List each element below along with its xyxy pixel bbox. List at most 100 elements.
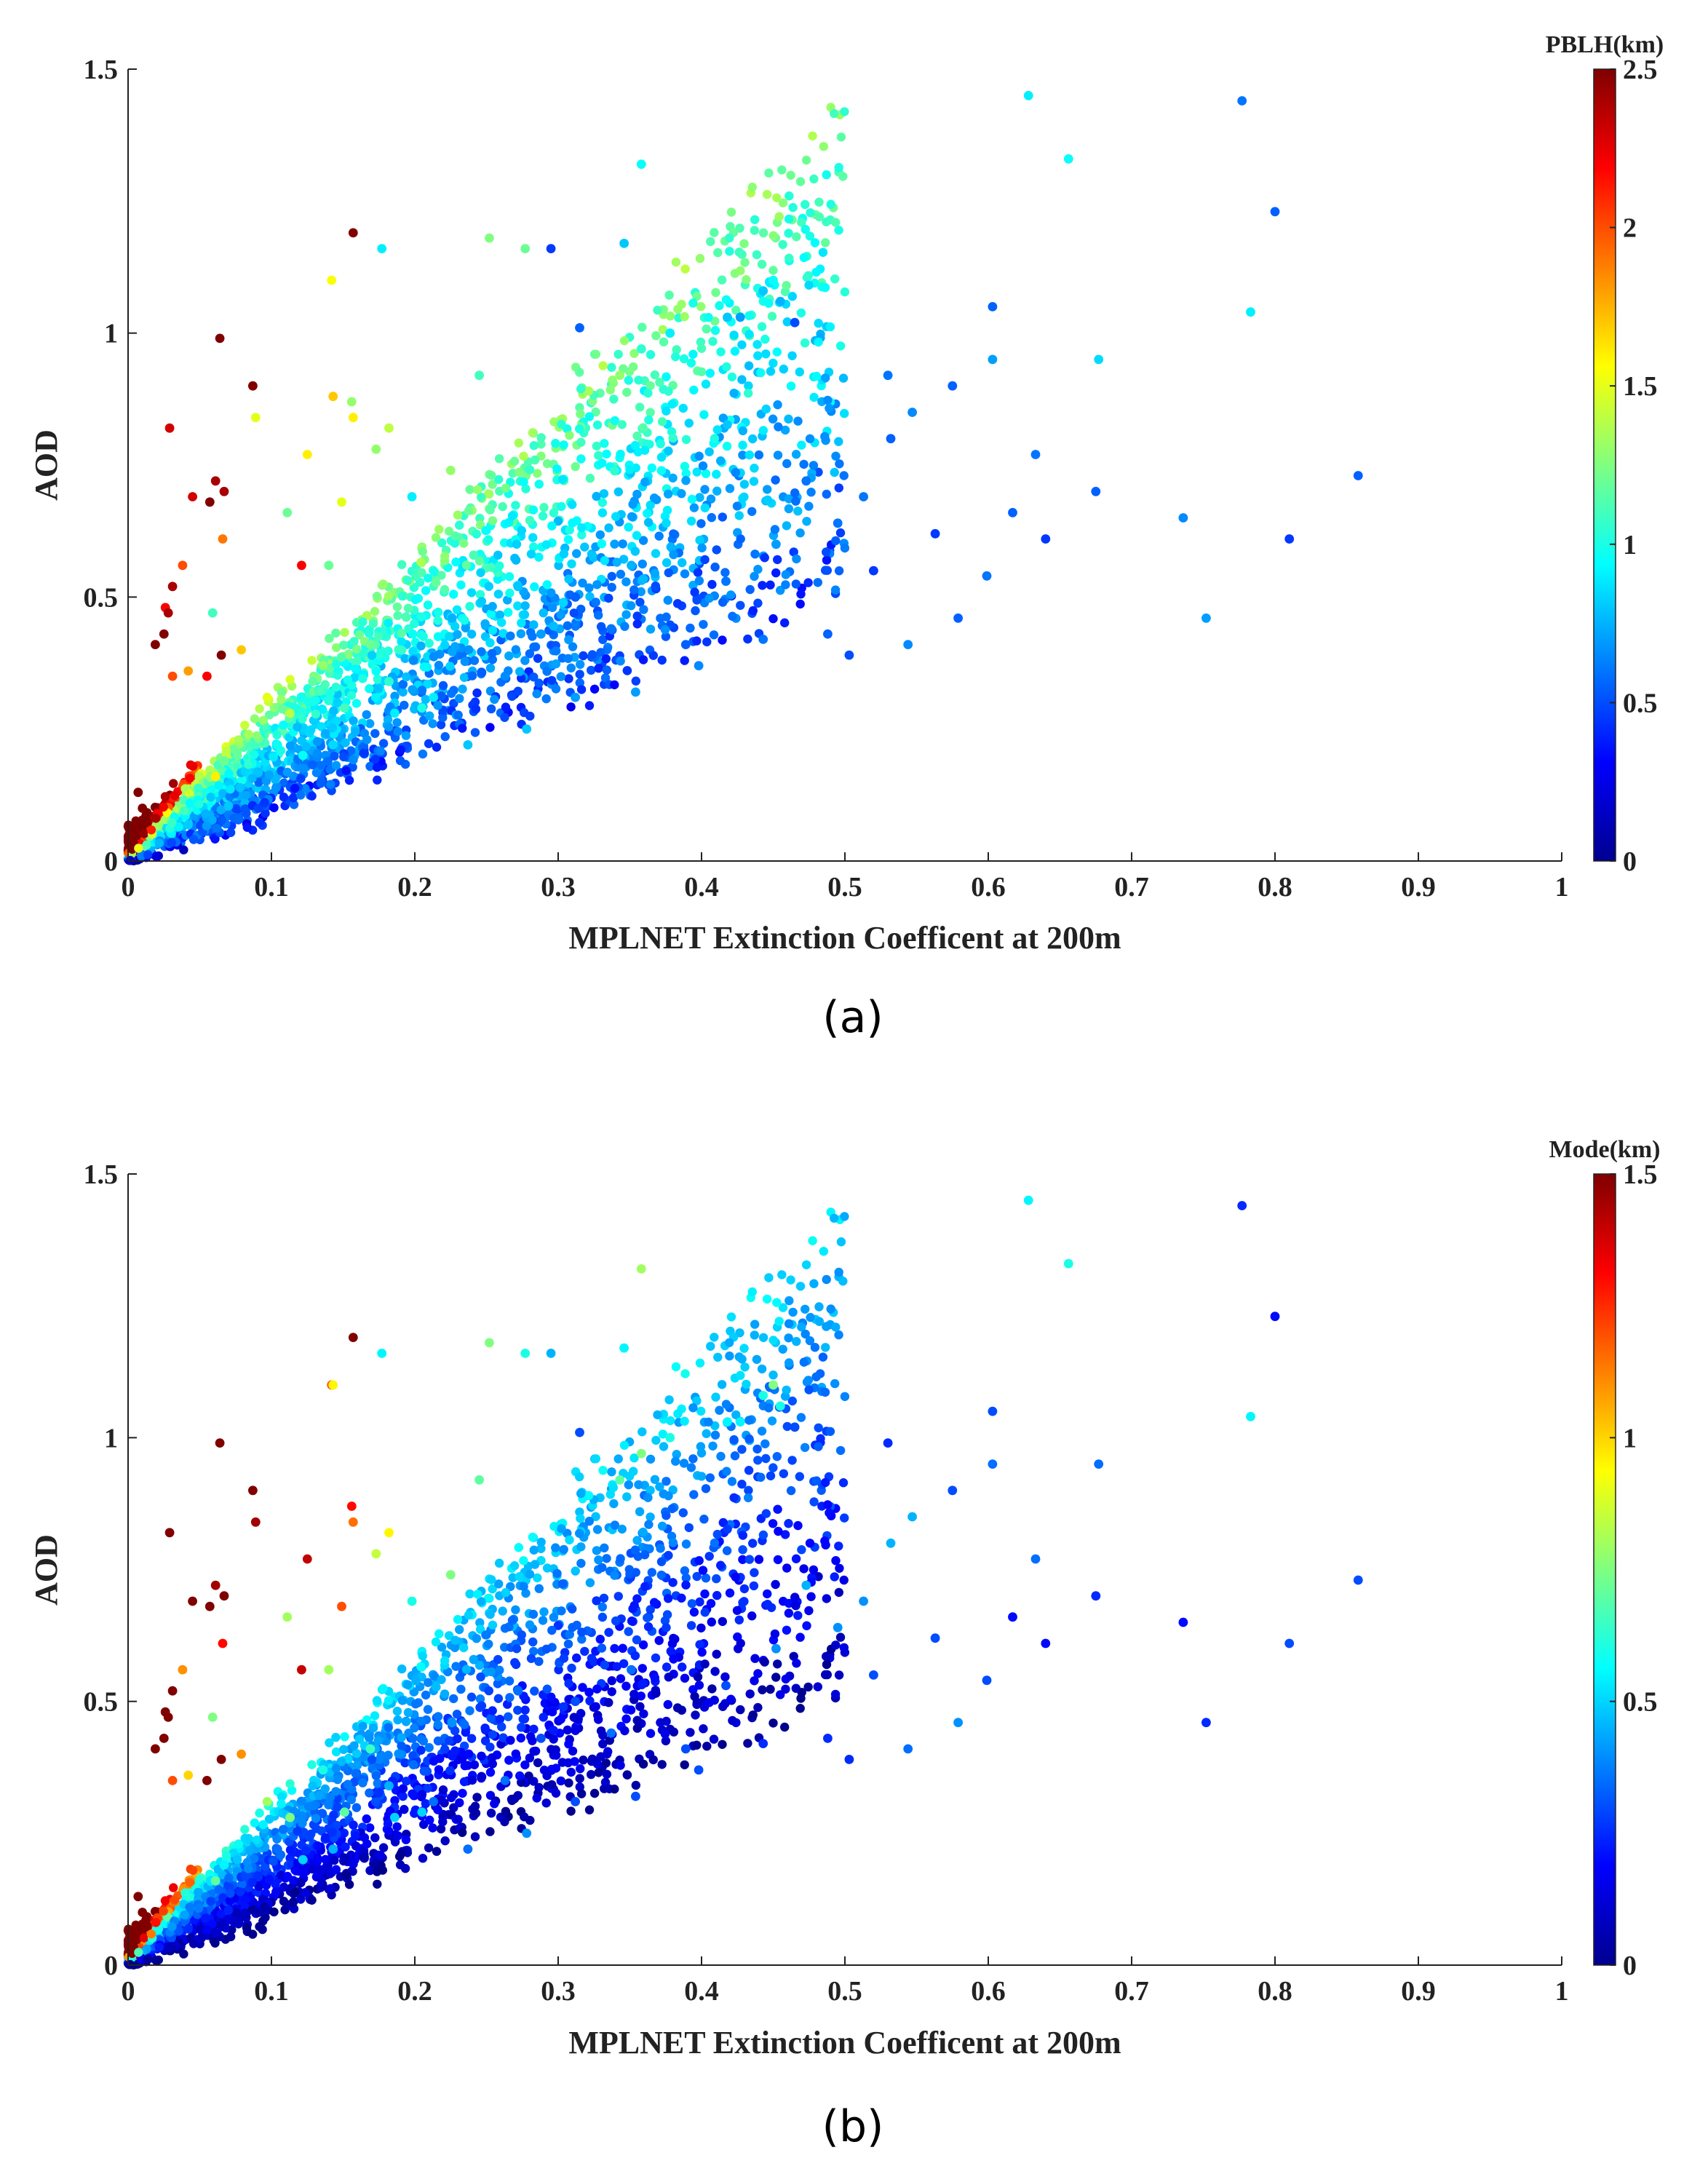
scatter-point <box>224 1873 234 1883</box>
scatter-point <box>708 1441 718 1451</box>
scatter-point <box>745 584 755 595</box>
scatter-point <box>528 1736 537 1745</box>
scatter-point <box>416 1716 426 1726</box>
scatter-point <box>437 538 447 547</box>
scatter-point <box>549 508 559 517</box>
scatter-point <box>802 517 811 526</box>
scatter-point <box>585 1578 595 1587</box>
scatter-point <box>680 1416 689 1426</box>
scatter-point <box>307 656 317 665</box>
scatter-point <box>424 1843 434 1853</box>
scatter-point <box>528 505 539 515</box>
scatter-point <box>461 623 470 632</box>
scatter-point <box>359 742 369 751</box>
scatter-point <box>1008 507 1017 517</box>
scatter-point <box>475 1694 485 1704</box>
scatter-point <box>447 1793 456 1803</box>
scatter-point <box>686 358 696 368</box>
scatter-point <box>549 622 558 631</box>
scatter-point <box>494 1579 504 1589</box>
scatter-point <box>835 528 846 538</box>
scatter-point <box>241 1895 251 1904</box>
scatter-point <box>757 322 767 331</box>
scatter-point <box>440 1689 450 1699</box>
scatter-point <box>577 523 587 533</box>
scatter-point <box>821 1477 830 1488</box>
scatter-point <box>801 1260 811 1270</box>
scatter-point <box>485 638 495 648</box>
scatter-point <box>664 386 673 396</box>
scatter-point <box>758 1333 768 1343</box>
scatter-point <box>542 1771 552 1780</box>
scatter-point <box>392 1822 402 1832</box>
scatter-point <box>768 1718 778 1728</box>
scatter-point <box>403 1707 413 1718</box>
scatter-point <box>883 370 893 381</box>
scatter-point <box>440 1745 450 1754</box>
scatter-point <box>467 671 477 681</box>
scatter-point <box>394 1749 403 1758</box>
scatter-point <box>530 455 540 465</box>
scatter-point <box>650 568 659 578</box>
scatter-point <box>507 1616 517 1625</box>
scatter-point <box>249 750 259 760</box>
scatter-point <box>692 1396 702 1406</box>
scatter-point <box>277 688 287 697</box>
x-tick-label: 0.6 <box>971 872 1006 902</box>
scatter-point <box>297 707 306 716</box>
scatter-point <box>624 376 633 385</box>
scatter-point <box>822 1651 831 1662</box>
scatter-point <box>680 640 691 649</box>
scatter-point <box>474 1660 485 1670</box>
scatter-point <box>694 576 704 586</box>
scatter-point <box>822 1659 832 1670</box>
scatter-point <box>662 558 672 568</box>
scatter-point <box>596 648 605 657</box>
scatter-point <box>450 1643 460 1652</box>
scatter-point <box>729 1493 739 1502</box>
scatter-point <box>461 560 472 570</box>
scatter-point <box>453 630 462 639</box>
scatter-point <box>510 1658 520 1667</box>
scatter-point <box>716 456 726 466</box>
scatter-point <box>351 1749 362 1758</box>
scatter-point <box>1201 613 1211 623</box>
scatter-point <box>820 1387 830 1397</box>
scatter-point <box>760 1657 769 1667</box>
scatter-point <box>325 688 335 698</box>
scatter-point <box>766 1471 776 1481</box>
scatter-point <box>744 330 754 339</box>
scatter-point <box>646 1485 655 1495</box>
scatter-point <box>621 1714 631 1723</box>
scatter-point <box>151 814 161 823</box>
scatter-point <box>584 701 595 710</box>
scatter-point <box>453 1734 462 1744</box>
scatter-point <box>493 1679 503 1689</box>
scatter-point <box>711 287 720 298</box>
scatter-point <box>620 622 629 631</box>
scatter-point <box>317 722 326 731</box>
scatter-point <box>520 1760 530 1770</box>
scatter-point <box>662 1477 671 1486</box>
scatter-point <box>564 674 573 683</box>
scatter-point <box>224 769 234 779</box>
scatter-point <box>801 224 810 234</box>
scatter-point <box>684 418 694 428</box>
scatter-point <box>726 207 736 217</box>
scatter-point <box>486 1809 496 1818</box>
x-tick-label: 0.7 <box>1114 872 1149 902</box>
scatter-point <box>710 228 719 237</box>
scatter-point <box>331 1747 341 1757</box>
scatter-point <box>809 1497 819 1507</box>
scatter-point <box>768 1519 778 1528</box>
scatter-point <box>718 1739 727 1749</box>
scatter-point <box>556 672 565 681</box>
scatter-point <box>318 661 328 670</box>
scatter-point <box>597 508 608 517</box>
scatter-point <box>744 311 754 320</box>
scatter-point <box>739 239 749 248</box>
scatter-point <box>770 1629 780 1639</box>
scatter-point <box>1094 354 1104 365</box>
scatter-point <box>737 340 747 349</box>
scatter-point <box>618 539 627 549</box>
